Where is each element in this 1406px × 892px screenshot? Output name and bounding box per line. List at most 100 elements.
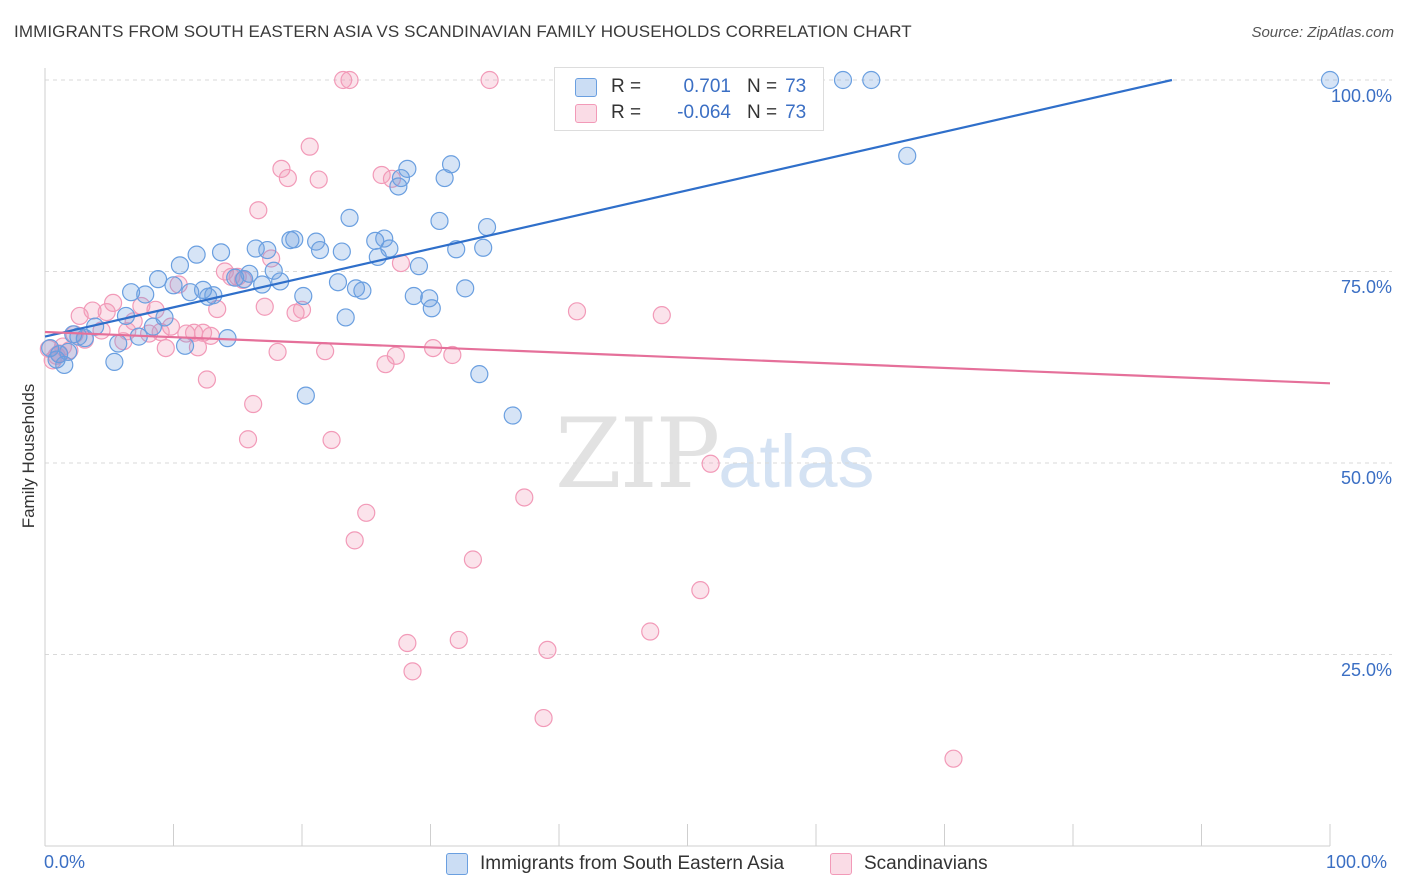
sea-point (310, 240, 330, 260)
sea-point (204, 286, 223, 305)
scandinavian-point (255, 297, 274, 316)
sea-point (294, 286, 313, 306)
scandinavian-point (249, 201, 268, 220)
pink-r-label: R = (611, 102, 642, 123)
sea-point (211, 243, 231, 262)
sea-point (353, 281, 372, 300)
scandinavian-point (944, 749, 963, 768)
x-tick-0: 0.0% (44, 852, 86, 872)
pink-n-label: N = (747, 102, 778, 123)
watermark: ZIPatlas (555, 398, 875, 510)
scandinavian-point (567, 302, 587, 321)
scandinavian-point (244, 394, 263, 414)
axes (44, 68, 1331, 847)
sea-point (833, 70, 853, 90)
scandinavian-point (443, 345, 462, 365)
sea-point (380, 239, 399, 258)
scandinavians-points (39, 70, 963, 768)
scandinavian-point (97, 302, 116, 322)
scandinavian-point (268, 342, 287, 362)
sea-point (240, 264, 259, 283)
sea-point (422, 299, 441, 318)
watermark-zip: ZIP (555, 398, 720, 510)
sea-point (503, 406, 522, 425)
blue-n-value: 73 (785, 76, 807, 97)
sea-point (456, 279, 475, 298)
legend-label-sea: Immigrants from South Eastern Asia (480, 853, 785, 874)
sea-point (121, 283, 141, 302)
sea-point (136, 285, 155, 304)
sea-point (59, 342, 78, 362)
scandinavian-point (334, 70, 353, 90)
source-label: Source: ZipAtlas.com (1251, 24, 1394, 41)
sea-point (175, 336, 195, 355)
sea-point (336, 308, 355, 327)
scandinavian-point (340, 70, 359, 90)
scandinavian-point (480, 70, 499, 90)
scandinavian-point (156, 339, 175, 358)
sea-point (235, 270, 254, 289)
scandinavian-point (309, 170, 328, 189)
legend-label-scandinavians: Scandinavians (864, 853, 988, 874)
sea-point (409, 257, 429, 276)
sea-point (307, 232, 326, 251)
sea-point (258, 240, 277, 260)
legend-swatch-scandinavians (830, 853, 852, 875)
sea-point (187, 245, 206, 264)
scandinavian-point (701, 454, 720, 473)
scandinavian-point (386, 346, 405, 365)
scandinavian-point (538, 640, 557, 660)
scandinavian-point (372, 165, 391, 185)
pink-swatch (575, 103, 597, 123)
y-tick-50: 50.0% (1340, 468, 1392, 488)
scandinavian-point (104, 293, 123, 313)
scandinavian-point (272, 159, 291, 178)
sea-point (226, 268, 245, 287)
watermark-atlas: atlas (718, 420, 875, 503)
scandinavian-point (641, 622, 660, 641)
sea-point (264, 261, 283, 280)
blue-r-label: R = (611, 76, 642, 97)
sea-point (296, 386, 315, 405)
sea-point (477, 217, 497, 237)
pink-r-value: -0.064 (677, 102, 731, 123)
scandinavian-point (322, 430, 341, 450)
sea-point (105, 352, 124, 371)
sea-point (41, 339, 60, 358)
scandinavian-point (449, 630, 468, 650)
sea-point (246, 239, 265, 258)
scandinavian-point (515, 488, 534, 507)
legend-swatch-sea (446, 853, 468, 875)
scandinavian-point (652, 306, 671, 325)
blue-swatch (575, 77, 597, 97)
sea-point (332, 242, 351, 261)
legend-item-scandinavians: Scandinavians (830, 852, 988, 876)
y-axis-label: Family Households (19, 383, 38, 529)
sea-point (285, 230, 304, 249)
sea-point (430, 211, 449, 231)
scandinavian-point (534, 708, 553, 728)
sea-point (253, 275, 272, 294)
scandinavian-point (403, 662, 422, 681)
correlation-legend: R = 0.701 N = 73 R = -0.064 N = 73 (554, 67, 824, 131)
sea-point (340, 208, 359, 227)
legend-item-sea: Immigrants from South Eastern Asia (446, 852, 784, 876)
y-tick-100: 100.0% (1330, 86, 1392, 106)
sea-point (109, 334, 128, 353)
sea-point (328, 273, 348, 292)
legend-row-blue: R = 0.701 N = 73 (575, 75, 806, 99)
sea-point (441, 155, 461, 174)
scandinavian-trend-line (44, 330, 1331, 385)
blue-r-value: 0.701 (683, 76, 731, 97)
sea-immigrants-points (41, 70, 1340, 425)
sea-point (375, 229, 394, 248)
scandinavian-point (463, 550, 483, 569)
sea-point (898, 146, 917, 165)
scandinavian-point (197, 370, 217, 389)
sea-point (391, 168, 411, 188)
sea-point (170, 256, 190, 275)
scandinavian-point (691, 581, 710, 600)
scandinavian-point (316, 342, 335, 361)
scandinavian-point (278, 168, 297, 188)
